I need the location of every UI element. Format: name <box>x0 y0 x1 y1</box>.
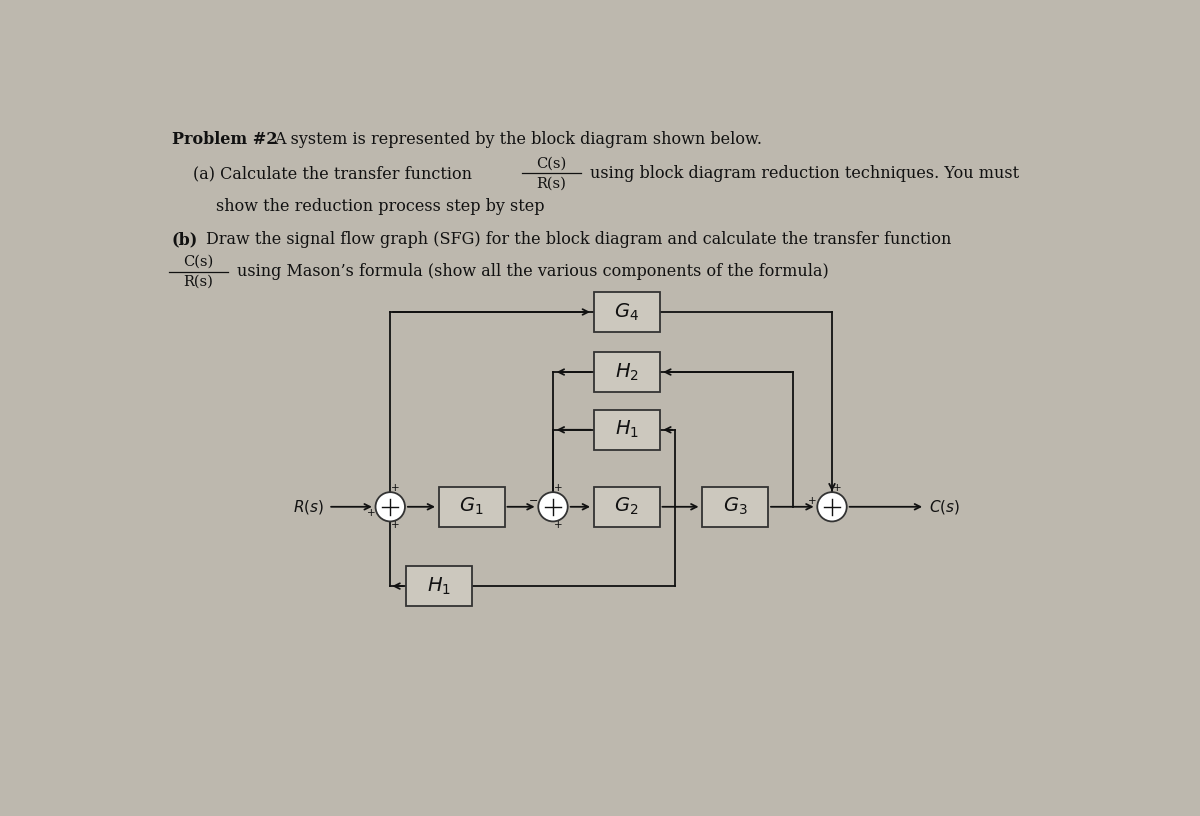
Text: R(s): R(s) <box>536 176 566 190</box>
Text: $H_1$: $H_1$ <box>427 575 451 596</box>
Text: (b): (b) <box>172 231 198 248</box>
FancyBboxPatch shape <box>439 487 504 527</box>
Text: using block diagram reduction techniques. You must: using block diagram reduction techniques… <box>590 165 1019 182</box>
Text: +: + <box>391 483 400 494</box>
FancyBboxPatch shape <box>594 410 660 450</box>
Text: −: − <box>529 495 539 506</box>
FancyBboxPatch shape <box>594 292 660 332</box>
Text: Draw the signal flow graph (SFG) for the block diagram and calculate the transfe: Draw the signal flow graph (SFG) for the… <box>206 231 952 248</box>
Text: Problem #2: Problem #2 <box>172 131 277 148</box>
Text: $G_3$: $G_3$ <box>722 496 748 517</box>
Text: +: + <box>366 508 376 518</box>
FancyBboxPatch shape <box>702 487 768 527</box>
Text: show the reduction process step by step: show the reduction process step by step <box>216 198 545 215</box>
Text: $R(s)$: $R(s)$ <box>293 498 324 516</box>
Text: $H_2$: $H_2$ <box>614 361 638 383</box>
Text: $C(s)$: $C(s)$ <box>929 498 960 516</box>
Text: $G_2$: $G_2$ <box>614 496 638 517</box>
FancyBboxPatch shape <box>406 566 472 606</box>
Text: +: + <box>391 521 400 530</box>
Text: +: + <box>554 521 563 530</box>
Text: using Mason’s formula (show all the various components of the formula): using Mason’s formula (show all the vari… <box>236 264 828 281</box>
Text: (a) Calculate the transfer function: (a) Calculate the transfer function <box>193 165 472 182</box>
Text: +: + <box>554 483 563 494</box>
Circle shape <box>817 492 847 521</box>
Text: +: + <box>809 495 817 506</box>
Text: A system is represented by the block diagram shown below.: A system is represented by the block dia… <box>274 131 762 148</box>
Circle shape <box>376 492 404 521</box>
Text: +: + <box>833 483 841 494</box>
FancyBboxPatch shape <box>594 352 660 392</box>
Text: R(s): R(s) <box>184 275 212 289</box>
Circle shape <box>539 492 568 521</box>
Text: $G_4$: $G_4$ <box>614 301 640 322</box>
Text: C(s): C(s) <box>536 157 566 171</box>
Text: C(s): C(s) <box>182 255 214 269</box>
Text: $H_1$: $H_1$ <box>614 419 638 441</box>
FancyBboxPatch shape <box>594 487 660 527</box>
Text: $G_1$: $G_1$ <box>460 496 484 517</box>
